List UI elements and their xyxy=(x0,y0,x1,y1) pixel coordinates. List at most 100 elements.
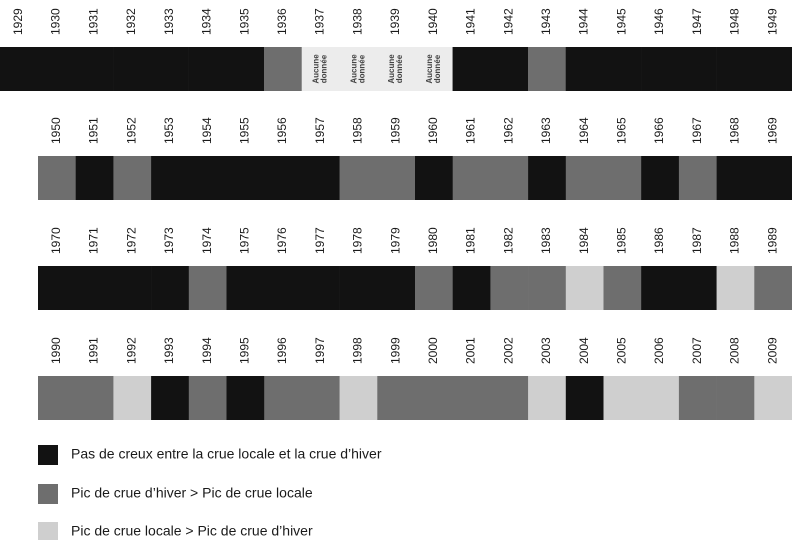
year-cell xyxy=(528,156,567,200)
year-label: 1986 xyxy=(652,227,666,254)
year-cell xyxy=(415,156,453,200)
year-cell xyxy=(226,266,265,310)
year-label: 1955 xyxy=(238,117,252,144)
no-data-label: Aucune xyxy=(425,54,434,84)
year-label: 1979 xyxy=(388,227,402,254)
year-label: 1965 xyxy=(615,117,629,144)
year-label: 1948 xyxy=(728,8,742,35)
year-cell xyxy=(264,376,303,420)
year-label: 1960 xyxy=(426,117,440,144)
year-label: 1969 xyxy=(765,117,779,144)
year-label: 1936 xyxy=(275,8,289,35)
year-cell xyxy=(226,156,265,200)
year-label: 2003 xyxy=(539,337,553,364)
year-label: 1994 xyxy=(200,337,214,364)
year-cell xyxy=(678,376,717,420)
year-label: 1946 xyxy=(652,8,666,35)
year-label: 2006 xyxy=(652,337,666,364)
year-cell xyxy=(301,266,340,310)
year-cell xyxy=(339,376,378,420)
year-cell xyxy=(0,47,39,91)
year-cell xyxy=(377,47,416,91)
year-cell xyxy=(603,376,642,420)
year-label: 1930 xyxy=(49,8,63,35)
year-label: 1978 xyxy=(351,227,365,254)
year-label: 1989 xyxy=(765,227,779,254)
year-cell xyxy=(754,156,792,200)
year-cell xyxy=(528,266,567,310)
year-cell xyxy=(641,266,680,310)
year-label: 1964 xyxy=(577,117,591,144)
year-cell xyxy=(226,47,265,91)
year-cell xyxy=(188,156,227,200)
year-cell xyxy=(113,266,152,310)
year-cell xyxy=(151,266,190,310)
no-data-label: Aucune xyxy=(312,54,321,84)
year-cell xyxy=(264,266,303,310)
legend-swatch xyxy=(38,522,58,540)
year-cell xyxy=(565,376,604,420)
year-label: 1961 xyxy=(464,117,478,144)
year-label: 1959 xyxy=(388,117,402,144)
year-cell xyxy=(452,47,491,91)
year-cell xyxy=(490,266,529,310)
year-label: 1991 xyxy=(87,337,101,364)
year-label: 1997 xyxy=(313,337,327,364)
year-cell xyxy=(603,47,642,91)
year-label: 1973 xyxy=(162,227,176,254)
year-cell xyxy=(38,266,76,310)
year-cell xyxy=(641,156,680,200)
year-cell xyxy=(113,47,152,91)
no-data-label: donnée xyxy=(320,54,329,83)
year-cell xyxy=(301,156,340,200)
year-label: 1937 xyxy=(313,8,327,35)
year-cell xyxy=(113,376,152,420)
year-label: 1985 xyxy=(615,227,629,254)
year-cell xyxy=(754,266,792,310)
year-cell xyxy=(716,47,755,91)
year-label: 1963 xyxy=(539,117,553,144)
year-label: 1953 xyxy=(162,117,176,144)
year-label: 1943 xyxy=(539,8,553,35)
year-label: 2009 xyxy=(765,337,779,364)
year-cell xyxy=(415,376,453,420)
year-label: 1983 xyxy=(539,227,553,254)
year-label: 2008 xyxy=(728,337,742,364)
year-cell xyxy=(75,266,114,310)
year-cell xyxy=(339,47,378,91)
year-label: 1982 xyxy=(501,227,515,254)
year-cell xyxy=(641,47,680,91)
year-label: 2005 xyxy=(615,337,629,364)
year-cell xyxy=(754,376,792,420)
no-data-label: donnée xyxy=(357,54,366,83)
year-label: 1939 xyxy=(388,8,402,35)
year-cell xyxy=(565,156,604,200)
year-cell xyxy=(377,266,416,310)
year-label: 2001 xyxy=(464,337,478,364)
year-label: 1987 xyxy=(690,227,704,254)
year-label: 1933 xyxy=(162,8,176,35)
year-label: 1945 xyxy=(614,8,628,35)
year-cell xyxy=(528,47,567,91)
year-cell xyxy=(452,156,491,200)
year-label: 2007 xyxy=(690,337,704,364)
year-label: 1956 xyxy=(275,117,289,144)
year-label: 1942 xyxy=(501,8,515,35)
year-cell xyxy=(754,47,792,91)
year-label: 1957 xyxy=(313,117,327,144)
legend-label: Pas de creux entre la crue locale et la … xyxy=(71,446,382,462)
legend-label: Pic de crue d’hiver > Pic de crue locale xyxy=(71,485,313,501)
year-cell xyxy=(37,47,76,91)
year-cell xyxy=(716,156,755,200)
year-label: 1949 xyxy=(765,8,779,35)
year-cell xyxy=(377,156,416,200)
year-label: 1988 xyxy=(728,227,742,254)
year-cell xyxy=(301,376,340,420)
year-cell xyxy=(188,376,227,420)
year-cell xyxy=(415,266,453,310)
year-label: 1952 xyxy=(124,117,138,144)
legend-swatch xyxy=(38,445,58,465)
year-cell xyxy=(301,47,340,91)
year-cell xyxy=(678,156,717,200)
year-label: 1981 xyxy=(464,227,478,254)
